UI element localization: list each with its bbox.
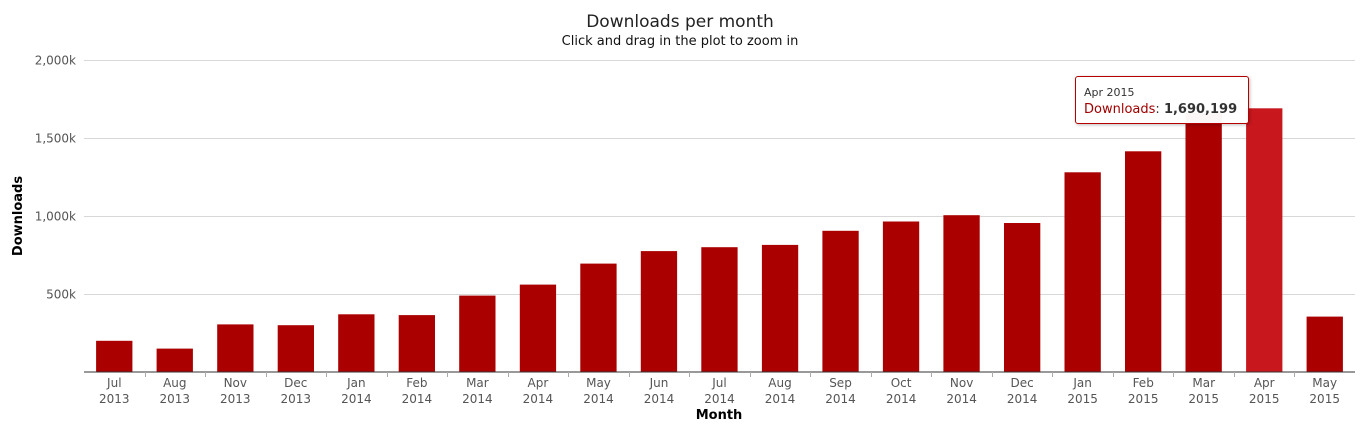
bar-aug-2014[interactable]	[761, 244, 799, 372]
x-tick-label-month: Dec	[284, 376, 307, 390]
bar-jun-2014[interactable]	[640, 251, 678, 372]
tooltip-series-name: Downloads	[1084, 102, 1156, 117]
x-tick-label-month: Jan	[346, 376, 366, 390]
bars[interactable]	[96, 108, 1343, 373]
x-tick-label-year: 2014	[1007, 392, 1038, 406]
x-tick-label-year: 2014	[462, 392, 493, 406]
x-tick-label-year: 2015	[1188, 392, 1219, 406]
y-axis-title: Downloads	[11, 176, 26, 256]
tooltip-series-line: Downloads: 1,690,199	[1084, 102, 1240, 117]
bar-jan-2014[interactable]	[338, 314, 375, 372]
bar-jul-2013[interactable]	[96, 340, 133, 372]
tooltip: Apr 2015 Downloads: 1,690,199	[1075, 76, 1249, 124]
x-tick-label-year: 2015	[1249, 392, 1280, 406]
x-tick-label-month: Sep	[829, 376, 852, 390]
x-axis-ticks	[145, 372, 1295, 377]
x-tick-label-year: 2013	[281, 392, 312, 406]
bar-may-2014[interactable]	[580, 263, 617, 372]
x-tick-label-month: Oct	[891, 376, 912, 390]
tooltip-value: 1,690,199	[1163, 102, 1238, 117]
x-tick-label-month: Jul	[106, 376, 121, 390]
x-tick-label-month: Jul	[711, 376, 726, 390]
x-axis-title: Month	[696, 408, 743, 423]
x-tick-label-year: 2014	[886, 392, 917, 406]
chart-subtitle: Click and drag in the plot to zoom in	[562, 34, 799, 49]
x-tick-label-year: 2013	[99, 392, 130, 406]
x-axis-tick-labels: Jul 2013 Aug 2013 Nov 2013 Dec 2013 Jan 2014 Feb 20…	[99, 376, 1340, 406]
x-tick-label-month: Feb	[1133, 376, 1154, 390]
y-tick-label: 500k	[46, 288, 76, 302]
x-tick-label-year: 2015	[1128, 392, 1159, 406]
y-tick-label: 1,000k	[35, 210, 76, 224]
x-tick-label-month: Nov	[224, 376, 247, 390]
x-tick-label-month: Mar	[466, 376, 489, 390]
bar-jul-2014[interactable]	[701, 247, 738, 372]
x-tick-label-month: Apr	[1254, 376, 1275, 390]
bar-dec-2013[interactable]	[277, 325, 314, 372]
bar-nov-2013[interactable]	[217, 324, 254, 372]
bar-nov-2014[interactable]	[943, 215, 980, 372]
x-tick-label-month: Nov	[950, 376, 973, 390]
bar-mar-2015[interactable]	[1185, 113, 1222, 372]
y-tick-label: 2,000k	[35, 54, 76, 68]
x-tick-label-month: Jun	[649, 376, 669, 390]
x-tick-label-year: 2014	[825, 392, 856, 406]
chart-title: Downloads per month	[586, 12, 774, 32]
bar-dec-2014[interactable]	[1004, 223, 1041, 372]
x-tick-label-year: 2014	[704, 392, 735, 406]
x-tick-label-year: 2014	[523, 392, 554, 406]
bar-jan-2015[interactable]	[1064, 172, 1101, 372]
bar-feb-2014[interactable]	[398, 315, 435, 372]
bar-may-2015[interactable]	[1306, 316, 1343, 372]
bar-mar-2014[interactable]	[459, 295, 496, 372]
x-tick-label-year: 2013	[160, 392, 191, 406]
x-tick-label-year: 2015	[1309, 392, 1340, 406]
x-tick-label-month: Feb	[406, 376, 427, 390]
x-tick-label-year: 2014	[644, 392, 675, 406]
x-tick-label-year: 2014	[946, 392, 977, 406]
x-tick-label-year: 2014	[765, 392, 796, 406]
x-tick-label-month: Jan	[1072, 376, 1092, 390]
bar-apr-2015[interactable]	[1246, 108, 1283, 373]
bar-sep-2014[interactable]	[822, 230, 859, 372]
bar-oct-2014[interactable]	[882, 221, 920, 373]
x-tick-label-month: Mar	[1192, 376, 1215, 390]
tooltip-separator: :	[1155, 102, 1160, 117]
x-tick-label-month: May	[1312, 376, 1337, 390]
x-tick-label-year: 2013	[220, 392, 251, 406]
x-tick-label-month: May	[586, 376, 611, 390]
y-tick-label: 1,500k	[35, 132, 76, 146]
x-tick-label-year: 2014	[341, 392, 372, 406]
tooltip-date: Apr 2015	[1084, 86, 1135, 99]
y-axis-tick-labels: 500k 1,000k 1,500k 2,000k	[35, 54, 76, 302]
x-tick-label-year: 2014	[583, 392, 614, 406]
x-tick-label-year: 2015	[1067, 392, 1098, 406]
x-tick-label-month: Aug	[163, 376, 186, 390]
bar-aug-2013[interactable]	[156, 348, 193, 372]
x-tick-label-month: Apr	[528, 376, 549, 390]
x-tick-label-month: Dec	[1010, 376, 1033, 390]
bar-feb-2015[interactable]	[1125, 151, 1162, 372]
bar-apr-2014[interactable]	[519, 284, 557, 372]
x-tick-label-month: Aug	[768, 376, 791, 390]
x-tick-label-year: 2014	[402, 392, 433, 406]
